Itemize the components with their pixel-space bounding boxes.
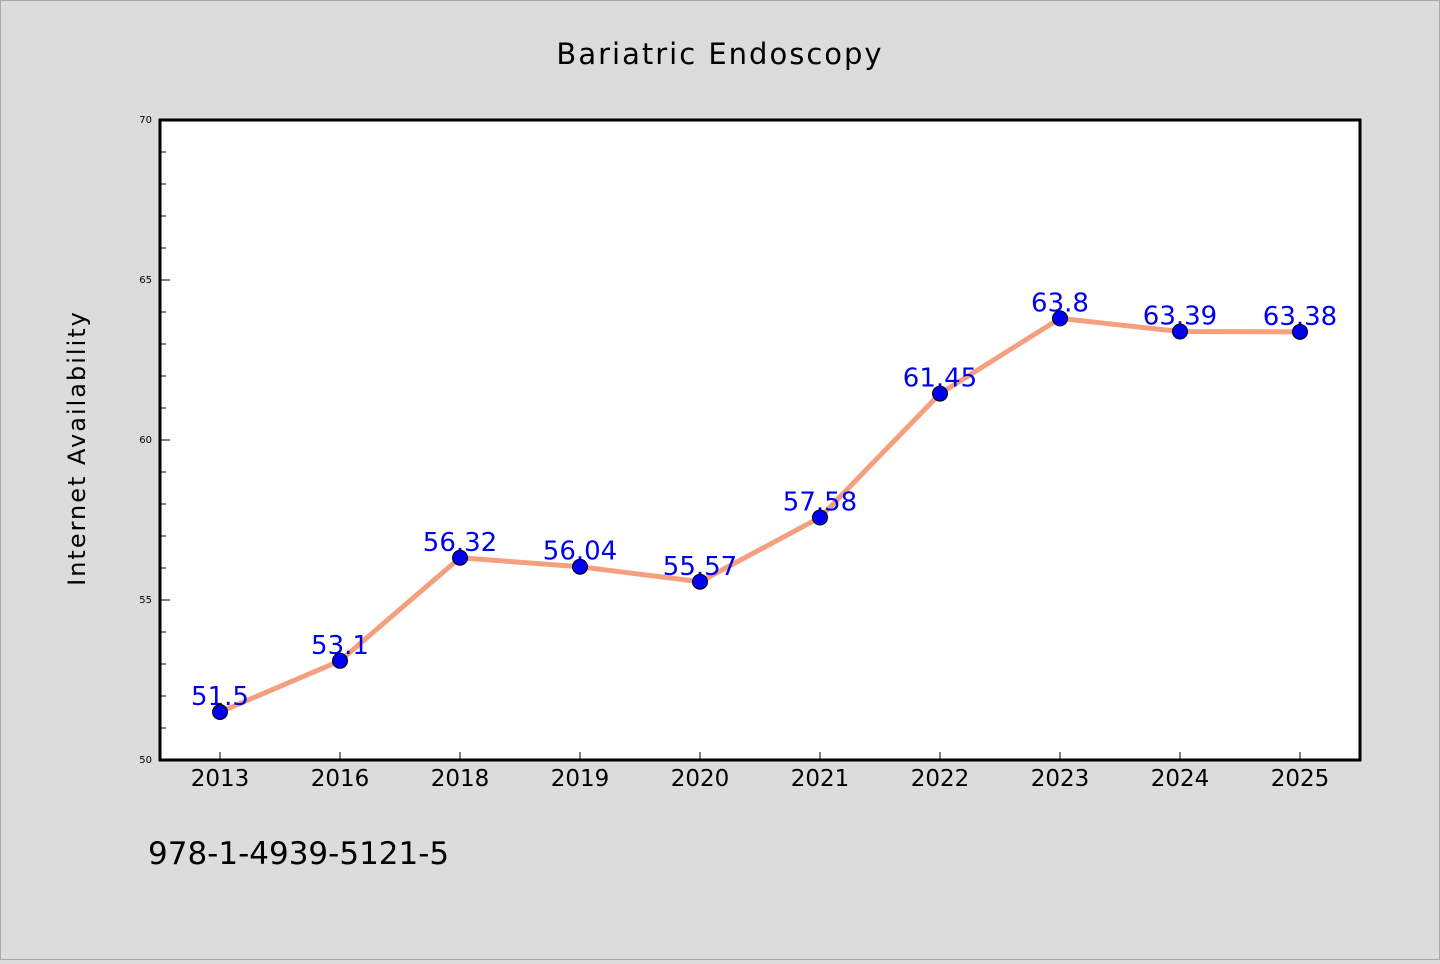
x-tick-label: 2020 [671,766,730,792]
x-tick-label: 2024 [1151,766,1210,792]
y-tick-label: 60 [139,435,152,446]
series-line [217,315,1303,715]
x-axis: 2013 2016 2018 2019 2020 2021 2022 2023 2024 2025 [191,752,1330,792]
footer-code: 978-1-4939-5121-5 [148,836,449,872]
x-tick-label: 2025 [1271,766,1330,792]
data-point [1172,323,1188,340]
x-tick-label: 2023 [1031,766,1090,792]
data-point [812,509,828,526]
x-tick-label: 2016 [311,766,370,792]
x-tick-label: 2019 [551,766,610,792]
data-point [692,573,708,590]
data-point [212,704,228,720]
data-point [1052,310,1068,327]
plot-area [158,118,1362,762]
chart-title: Bariatric Endoscopy [556,37,883,71]
x-tick-label: 2021 [791,766,850,792]
x-tick-label: 2018 [431,766,490,792]
data-point [572,558,588,575]
x-tick-label: 2022 [911,766,970,792]
data-point [332,652,348,669]
data-point [932,385,948,402]
y-tick-label: 55 [139,595,152,606]
y-axis: 50 55 60 65 70 [139,115,170,766]
y-tick-label: 70 [139,115,152,126]
y-tick-label: 50 [139,755,152,766]
data-point [452,549,468,566]
y-axis-label: Internet Availability [63,310,91,586]
x-tick-label: 2013 [191,766,250,792]
y-tick-label: 65 [139,275,152,286]
data-point [1292,323,1308,340]
